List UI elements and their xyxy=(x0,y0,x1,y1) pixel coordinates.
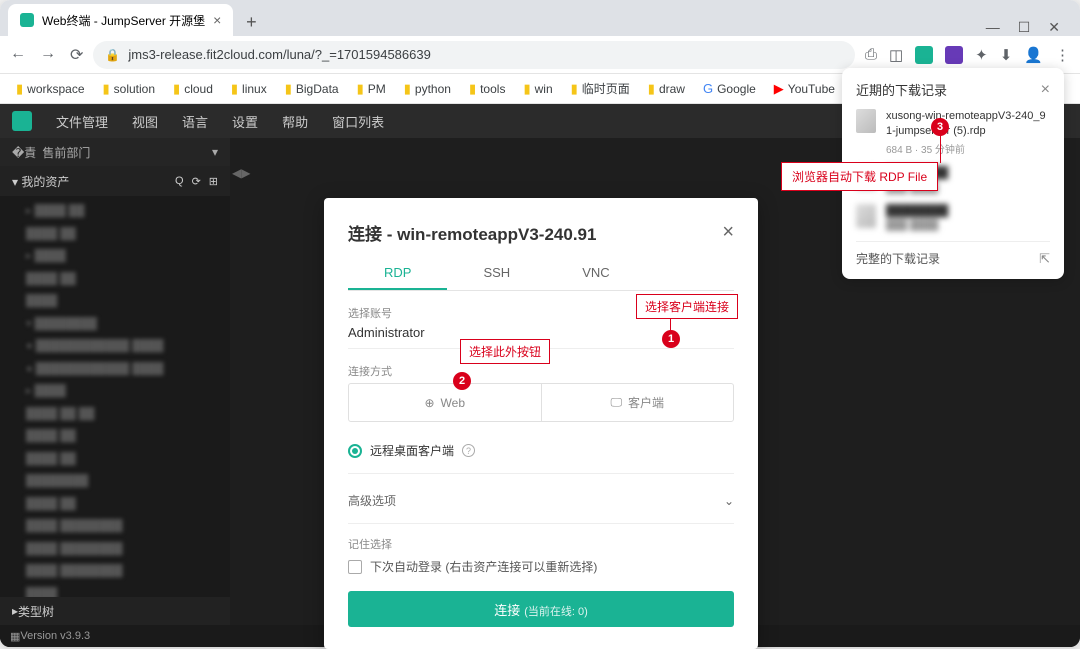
monitor-icon: 🖵 xyxy=(610,395,622,410)
help-icon[interactable]: ? xyxy=(462,444,475,457)
drag-handle-icon[interactable]: ◀▶ xyxy=(232,166,250,180)
option-client[interactable]: 🖵 客户端 xyxy=(541,384,734,421)
nav-icons: ← → ⟳ xyxy=(10,45,83,65)
connect-button[interactable]: 连接(当前在线: 0) xyxy=(348,591,734,627)
expand-icon[interactable]: ⊞ xyxy=(209,175,218,188)
annotation-3: 浏览器自动下载 RDP File xyxy=(781,162,938,191)
bookmark-item[interactable]: ▮linux xyxy=(225,77,273,100)
minimize-icon[interactable]: — xyxy=(986,19,1000,36)
badge-1: 1 xyxy=(662,330,680,348)
url-text: jms3-release.fit2cloud.com/luna/?_=17015… xyxy=(128,47,430,62)
org-icon: �責 xyxy=(12,144,36,161)
remember-label: 记住选择 xyxy=(348,536,734,552)
open-folder-icon[interactable]: ⇱ xyxy=(1039,251,1050,267)
address-field[interactable]: 🔒 jms3-release.fit2cloud.com/luna/?_=170… xyxy=(93,41,855,69)
close-icon[interactable]: ✕ xyxy=(1048,19,1060,36)
downloads-icon[interactable]: ⬇ xyxy=(1000,46,1013,64)
dropdown-icon: ▾ xyxy=(212,145,218,159)
method-label: 连接方式 xyxy=(348,363,734,379)
browser-tab-bar: Web终端 - JumpServer 开源堡 × + — ☐ ✕ xyxy=(0,0,1080,36)
dialog-title: 连接 - win-remoteappV3-240.91 xyxy=(348,220,596,245)
toolbar-icons: ⎙ ◫ ✦ ⬇ 👤 ⋮ xyxy=(865,46,1070,64)
auto-login-checkbox[interactable]: 下次自动登录 (右击资产连接可以重新选择) xyxy=(348,558,734,575)
browser-tab[interactable]: Web终端 - JumpServer 开源堡 × xyxy=(8,4,233,36)
downloads-title: 近期的下载记录 xyxy=(856,80,947,99)
camera-icon[interactable]: ⎙ xyxy=(865,46,877,63)
sidebar: ▾ 我的资产 Q ⟳ ⊞ ▸ ████ ██ ████ ██ ▸ ████ ██… xyxy=(0,166,230,647)
lock-icon: 🔒 xyxy=(105,48,120,62)
tab-close-icon[interactable]: × xyxy=(213,12,221,28)
download-item-blur: ███████████ ████ xyxy=(856,204,1050,232)
refresh-icon[interactable]: ⟳ xyxy=(192,175,201,188)
menu-file[interactable]: 文件管理 xyxy=(56,112,108,131)
downloads-footer[interactable]: 完整的下载记录 xyxy=(856,250,940,267)
bookmark-item[interactable]: ▮solution xyxy=(97,77,162,100)
badge-3: 3 xyxy=(931,118,949,136)
bookmark-item[interactable]: ▮临时页面 xyxy=(565,77,636,100)
rdp-client-radio[interactable]: 远程桌面客户端 ? xyxy=(348,434,734,474)
badge-2: 2 xyxy=(453,372,471,390)
download-filename: xusong-win-remoteappV3-240_91-jumpserver… xyxy=(886,109,1050,139)
sidebar-header[interactable]: ▾ 我的资产 Q ⟳ ⊞ xyxy=(0,166,230,196)
menu-help[interactable]: 帮助 xyxy=(282,112,308,131)
tab-rdp[interactable]: RDP xyxy=(348,257,447,290)
bookmark-item[interactable]: ▮cloud xyxy=(167,77,219,100)
radio-icon xyxy=(348,444,362,458)
downloads-close-icon[interactable]: × xyxy=(1041,81,1050,99)
globe-icon: ⊕ xyxy=(424,396,434,410)
account-icon[interactable]: 👤 xyxy=(1024,46,1043,64)
ext-icon-1[interactable] xyxy=(915,46,933,64)
sidebar-footer[interactable]: ▸ 类型树 xyxy=(0,597,230,625)
download-item[interactable]: xusong-win-remoteappV3-240_91-jumpserver… xyxy=(856,109,1050,156)
maximize-icon[interactable]: ☐ xyxy=(1018,19,1031,36)
extensions-icon[interactable]: ✦ xyxy=(975,46,988,64)
chevron-down-icon: ⌄ xyxy=(724,494,734,508)
back-icon[interactable]: ← xyxy=(10,45,26,65)
connect-dialog: 连接 - win-remoteappV3-240.91 × RDP SSH VN… xyxy=(324,198,758,649)
file-icon xyxy=(856,109,876,133)
download-meta: 684 B · 35 分钟前 xyxy=(886,141,1050,156)
bookmark-item[interactable]: ▮draw xyxy=(642,77,691,100)
tab-vnc[interactable]: VNC xyxy=(546,257,645,290)
tab-title: Web终端 - JumpServer 开源堡 xyxy=(42,12,205,29)
annotation-2: 选择此外按钮 xyxy=(460,339,550,364)
app-logo-icon[interactable] xyxy=(12,111,32,131)
menu-settings[interactable]: 设置 xyxy=(232,112,258,131)
bookmark-item[interactable]: GGoogle xyxy=(697,77,762,100)
dialog-close-icon[interactable]: × xyxy=(722,221,734,244)
option-web[interactable]: ⊕ Web xyxy=(349,384,541,421)
menu-icon[interactable]: ⋮ xyxy=(1055,46,1070,64)
tab-favicon xyxy=(20,13,34,27)
menu-lang[interactable]: 语言 xyxy=(182,112,208,131)
bookmark-item[interactable]: ▮python xyxy=(398,77,457,100)
search-icon[interactable]: Q xyxy=(175,175,184,188)
bookmark-item[interactable]: ▮workspace xyxy=(10,77,91,100)
bookmark-item[interactable]: ▮tools xyxy=(463,77,512,100)
checkbox-icon xyxy=(348,560,362,574)
screenshot-icon[interactable]: ◫ xyxy=(889,46,903,64)
ext-icon-2[interactable] xyxy=(945,46,963,64)
new-tab-button[interactable]: + xyxy=(237,8,265,36)
annotation-1: 选择客户端连接 xyxy=(636,294,738,319)
protocol-tabs: RDP SSH VNC xyxy=(348,257,734,291)
tab-ssh[interactable]: SSH xyxy=(447,257,546,290)
forward-icon[interactable]: → xyxy=(40,45,56,65)
asset-tree[interactable]: ▸ ████ ██ ████ ██ ▸ ████ ████ ██ ████ ▾ … xyxy=(0,196,230,647)
bookmark-item[interactable]: ▮PM xyxy=(351,77,392,100)
advanced-toggle[interactable]: 高级选项 ⌄ xyxy=(348,486,734,524)
connection-options: ⊕ Web 🖵 客户端 xyxy=(348,383,734,422)
menu-windows[interactable]: 窗口列表 xyxy=(332,112,384,131)
bookmark-item[interactable]: ▶YouTube xyxy=(768,77,841,100)
dept-bar[interactable]: �責 售前部门 ▾ xyxy=(0,138,230,166)
menu-view[interactable]: 视图 xyxy=(132,112,158,131)
bookmark-item[interactable]: ▮BigData xyxy=(279,77,345,100)
bookmark-item[interactable]: ▮win xyxy=(517,77,558,100)
window-controls: — ☐ ✕ xyxy=(986,19,1072,36)
reload-icon[interactable]: ⟳ xyxy=(70,45,83,65)
